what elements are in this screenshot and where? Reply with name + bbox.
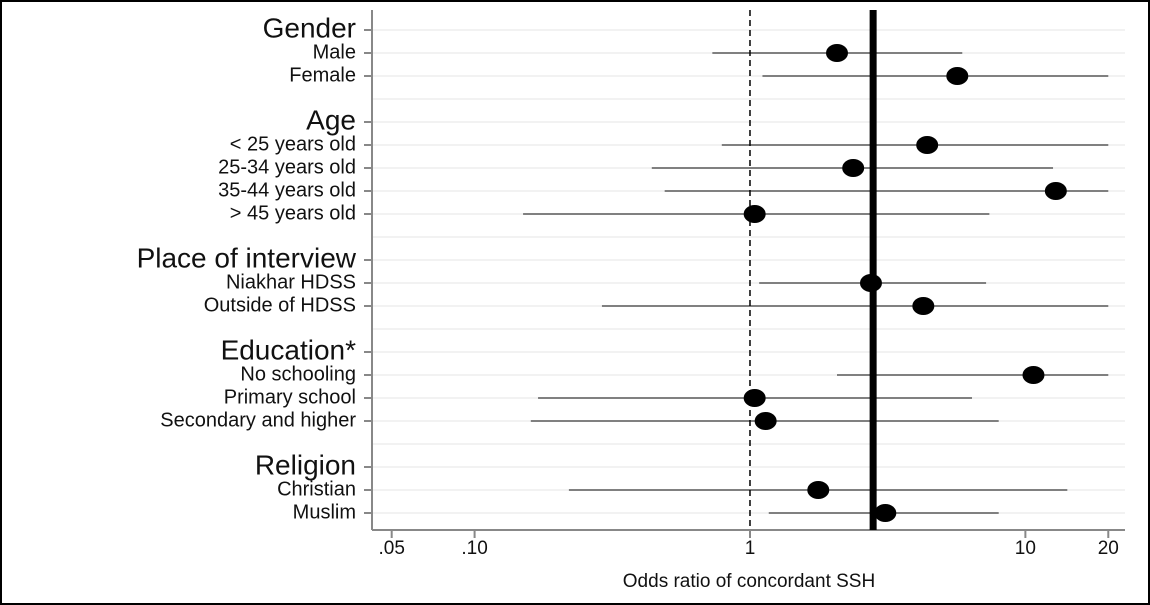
row-label: > 45 years old xyxy=(230,202,356,224)
point-estimate xyxy=(743,205,766,223)
point-estimate xyxy=(826,44,849,62)
row-label: No schooling xyxy=(240,363,356,385)
point-estimate xyxy=(946,67,969,85)
point-estimate xyxy=(743,389,766,407)
point-estimate xyxy=(1022,366,1045,384)
group-heading: Education* xyxy=(221,334,357,365)
row-label: Female xyxy=(289,64,356,86)
x-tick-label: 20 xyxy=(1098,538,1119,559)
group-heading: Gender xyxy=(263,12,356,43)
row-label: Secondary and higher xyxy=(160,409,356,431)
point-estimate xyxy=(874,504,897,522)
point-estimate xyxy=(754,412,777,430)
point-estimate xyxy=(807,481,830,499)
point-estimate xyxy=(912,297,935,315)
point-estimate xyxy=(859,274,882,292)
x-tick-label: 1 xyxy=(745,538,756,559)
row-label: Muslim xyxy=(293,501,356,523)
row-label: Primary school xyxy=(224,386,356,408)
x-axis-title: Odds ratio of concordant SSH xyxy=(623,571,875,592)
group-heading: Age xyxy=(306,104,356,135)
x-tick-label: 10 xyxy=(1015,538,1036,559)
row-label: 35-44 years old xyxy=(218,179,356,201)
row-label: Niakhar HDSS xyxy=(226,271,356,293)
group-heading: Religion xyxy=(255,449,356,480)
x-tick-label: .05 xyxy=(378,538,404,559)
x-tick-label: .10 xyxy=(461,538,487,559)
point-estimate xyxy=(842,159,865,177)
row-label: Outside of HDSS xyxy=(204,294,356,316)
group-heading: Place of interview xyxy=(137,242,357,273)
row-label: < 25 years old xyxy=(230,133,356,155)
point-estimate xyxy=(1044,182,1067,200)
row-label: 25-34 years old xyxy=(218,156,356,178)
row-label: Male xyxy=(313,41,356,63)
point-estimate xyxy=(916,136,939,154)
row-label: Christian xyxy=(277,478,356,500)
